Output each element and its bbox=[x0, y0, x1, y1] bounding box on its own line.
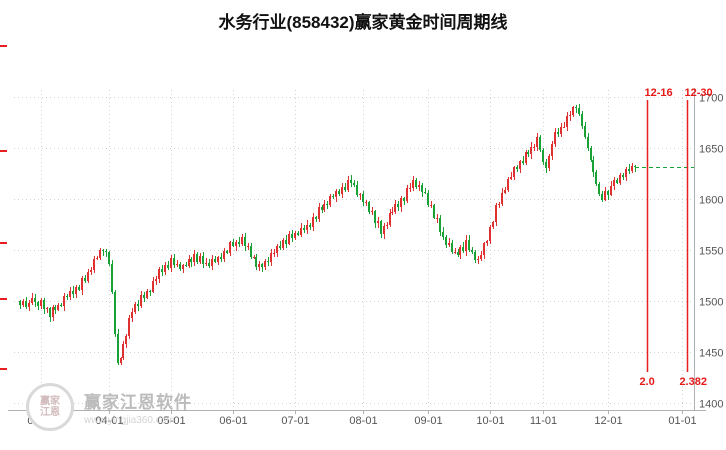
svg-text:1700: 1700 bbox=[699, 93, 723, 105]
watermark-name: 赢家江恩软件 bbox=[84, 393, 192, 412]
svg-text:1500: 1500 bbox=[699, 297, 723, 309]
grid-lines bbox=[14, 90, 694, 410]
svg-text:12-01: 12-01 bbox=[594, 415, 622, 427]
svg-text:12-16: 12-16 bbox=[645, 87, 673, 99]
svg-text:1650: 1650 bbox=[699, 144, 723, 156]
svg-text:1450: 1450 bbox=[699, 348, 723, 360]
svg-text:01-01: 01-01 bbox=[668, 415, 696, 427]
svg-text:10-01: 10-01 bbox=[476, 415, 504, 427]
svg-text:05-01: 05-01 bbox=[157, 415, 185, 427]
svg-text:1550: 1550 bbox=[699, 246, 723, 258]
svg-text:2.0: 2.0 bbox=[640, 376, 655, 388]
svg-text:07-01: 07-01 bbox=[281, 415, 309, 427]
chart-title: 水务行业(858432)赢家黄金时间周期线 bbox=[218, 13, 508, 32]
watermark: 赢家 江恩 赢家江恩软件 www.yingjia360.com bbox=[26, 383, 192, 431]
svg-text:12-30: 12-30 bbox=[685, 87, 713, 99]
svg-text:1600: 1600 bbox=[699, 195, 723, 207]
svg-text:06-01: 06-01 bbox=[219, 415, 247, 427]
watermark-text: 赢家江恩软件 www.yingjia360.com bbox=[84, 388, 192, 426]
watermark-url: www.yingjia360.com bbox=[84, 415, 175, 426]
svg-text:2.382: 2.382 bbox=[680, 376, 708, 388]
cycle-markers-and-last-price: 12-16 2.0 12-30 2.382 bbox=[0, 45, 713, 388]
svg-text:1400: 1400 bbox=[699, 399, 723, 411]
watermark-logo-line2: 江恩 bbox=[40, 407, 60, 418]
svg-text:04-01: 04-01 bbox=[95, 415, 123, 427]
svg-text:08-01: 08-01 bbox=[349, 415, 377, 427]
svg-text:09-01: 09-01 bbox=[414, 415, 442, 427]
watermark-logo-line1: 赢家 bbox=[40, 396, 60, 407]
svg-text:11-01: 11-01 bbox=[530, 415, 557, 427]
axis-labels: 170016501600155015001450140003-0104-0105… bbox=[8, 88, 723, 427]
watermark-logo-icon: 赢家 江恩 bbox=[26, 383, 74, 431]
candles bbox=[19, 104, 636, 365]
